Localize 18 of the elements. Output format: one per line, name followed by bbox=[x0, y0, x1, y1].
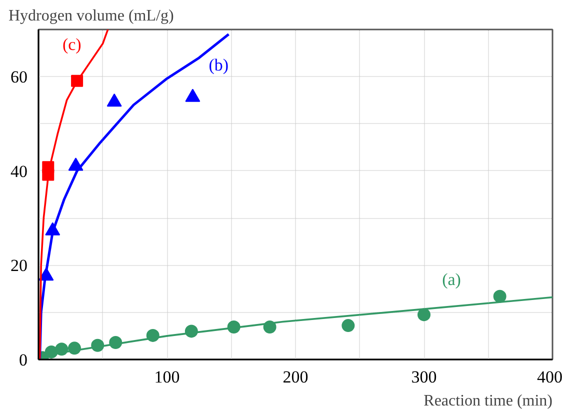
series-label: (a) bbox=[442, 270, 461, 289]
point bbox=[185, 88, 200, 102]
point bbox=[106, 94, 122, 107]
y-tick-label: 40 bbox=[10, 162, 28, 181]
series-label: (c) bbox=[62, 35, 82, 54]
x-axis-title: Reaction time (min) bbox=[424, 392, 553, 410]
x-tick-label: 200 bbox=[282, 368, 308, 386]
series-label: (b) bbox=[208, 56, 229, 75]
point bbox=[493, 290, 506, 303]
point bbox=[418, 308, 430, 322]
y-axis-title: Hydrogen volume (mL/g) bbox=[8, 8, 174, 24]
point bbox=[342, 319, 355, 332]
y-tick-label: 60 bbox=[10, 68, 28, 87]
y-tick-label: 20 bbox=[10, 256, 28, 276]
x-tick-label: 300 bbox=[411, 368, 437, 386]
y-tick-label: 0 bbox=[19, 350, 28, 370]
x-tick-label: 100 bbox=[154, 368, 180, 386]
x-tick-label: 400 bbox=[537, 368, 562, 386]
